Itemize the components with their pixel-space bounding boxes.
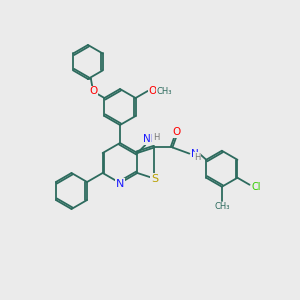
Text: Cl: Cl <box>252 182 261 192</box>
Text: H: H <box>153 133 160 142</box>
Text: N: N <box>191 148 199 159</box>
Text: H: H <box>194 153 200 162</box>
Text: O: O <box>89 86 97 97</box>
Text: N: N <box>116 179 124 189</box>
Text: O: O <box>172 127 181 137</box>
Text: NH: NH <box>143 134 159 144</box>
Text: CH₃: CH₃ <box>157 86 172 95</box>
Text: CH₃: CH₃ <box>214 202 230 211</box>
Text: S: S <box>151 174 158 184</box>
Text: O: O <box>149 86 157 96</box>
